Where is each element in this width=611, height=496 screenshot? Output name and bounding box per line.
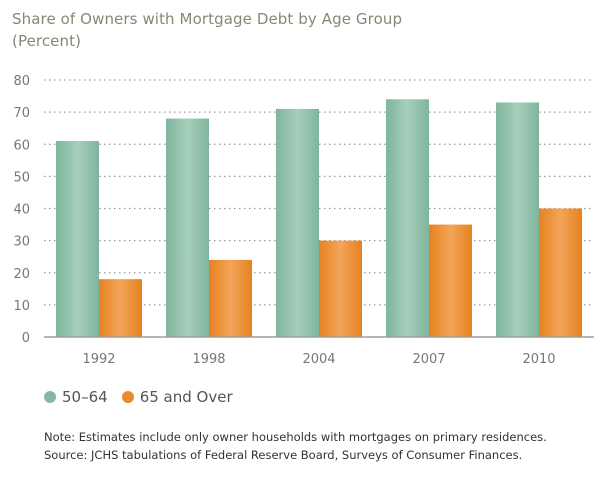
y-tick-label: 10 bbox=[13, 299, 30, 314]
x-tick-label: 1992 bbox=[82, 352, 115, 367]
bar-50-64 bbox=[56, 141, 99, 337]
chart-title-line1: Share of Owners with Mortgage Debt by Ag… bbox=[12, 10, 403, 28]
x-tick-label: 1998 bbox=[192, 352, 225, 367]
x-tick-label: 2007 bbox=[412, 352, 445, 367]
y-tick-label: 70 bbox=[13, 106, 30, 121]
bar-65-over bbox=[429, 224, 472, 337]
bar-65-over bbox=[319, 240, 362, 337]
bar-65-over bbox=[209, 259, 252, 337]
chart-title-line2: (Percent) bbox=[12, 32, 82, 50]
y-tick-label: 50 bbox=[13, 170, 30, 185]
y-tick-label: 60 bbox=[13, 138, 30, 153]
legend-item-65-over: 65 and Over bbox=[121, 388, 233, 406]
y-tick-label: 30 bbox=[13, 235, 30, 250]
y-tick-label: 20 bbox=[13, 267, 30, 282]
legend-swatch-65-over bbox=[121, 391, 134, 403]
y-tick-label: 40 bbox=[13, 203, 30, 218]
footnote: Note: Estimates include only owner house… bbox=[44, 428, 547, 464]
legend-label-50-64: 50–64 bbox=[62, 388, 108, 406]
x-tick-label: 2004 bbox=[302, 352, 335, 367]
bar-chart: 0 10 20 30 40 50 60 70 80 1992 1998 2004 2007 2010 bbox=[13, 74, 594, 367]
legend-item-50-64: 50–64 bbox=[44, 388, 108, 406]
legend-label-65-over: 65 and Over bbox=[139, 388, 233, 406]
x-tick-label: 2010 bbox=[522, 352, 555, 367]
legend: 50–64 65 and Over bbox=[44, 388, 233, 406]
bar-65-over bbox=[539, 208, 582, 337]
bar-50-64 bbox=[496, 102, 539, 337]
legend-swatch-50-64 bbox=[44, 391, 56, 403]
chart-title: Share of Owners with Mortgage Debt by Ag… bbox=[12, 8, 402, 52]
bar-50-64 bbox=[386, 99, 429, 338]
bar-50-64 bbox=[166, 118, 209, 337]
bar-50-64 bbox=[276, 108, 319, 337]
bar-65-over bbox=[99, 279, 142, 337]
source-text: Source: JCHS tabulations of Federal Rese… bbox=[44, 448, 523, 462]
y-tick-label: 80 bbox=[13, 74, 30, 89]
y-tick-label: 0 bbox=[22, 331, 30, 346]
note-text: Note: Estimates include only owner house… bbox=[44, 430, 547, 444]
